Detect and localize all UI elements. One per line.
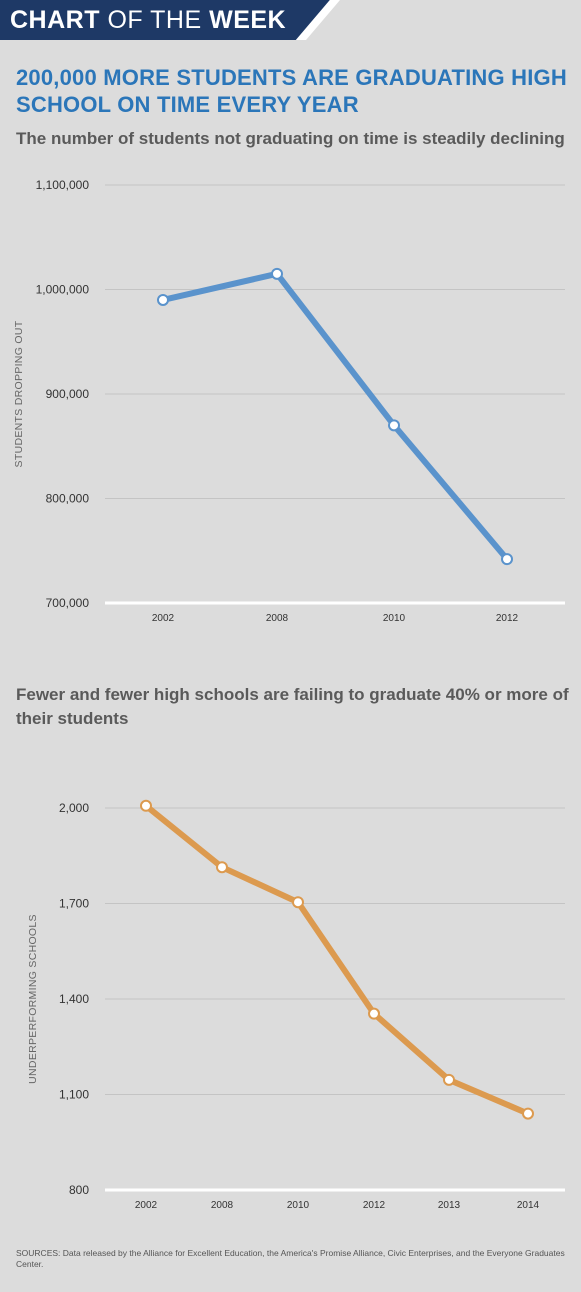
dropouts-line-chart: 700,000 800,000 900,000 1,000,000 1,100,000 S… [13, 178, 565, 624]
banner-word-of-the: OF THE [100, 6, 210, 34]
data-point [140, 799, 152, 812]
y-tick-label: 1,000,000 [36, 283, 90, 297]
x-tick-label: 2013 [438, 1200, 461, 1211]
data-point [216, 861, 228, 874]
x-tick-label: 2012 [496, 613, 519, 624]
data-point [157, 293, 169, 306]
banner-background [0, 0, 336, 40]
headline: 200,000 MORE STUDENTS ARE GRADUATING HIG… [16, 65, 567, 117]
y-axis-label: STUDENTS DROPPING OUT [13, 320, 25, 467]
banner-word-chart: CHART [10, 6, 100, 34]
data-point [443, 1073, 455, 1086]
chart1-title: The number of students not graduating on… [16, 129, 565, 148]
series-line [143, 802, 531, 1117]
x-tick-label: 2008 [211, 1200, 234, 1211]
data-point [368, 1007, 380, 1020]
x-tick-label: 2010 [287, 1200, 310, 1211]
x-tick-label: 2010 [383, 613, 406, 624]
y-tick-label: 800,000 [46, 492, 90, 506]
data-point [501, 553, 513, 566]
y-tick-label: 700,000 [46, 596, 90, 610]
x-tick-label: 2002 [135, 1200, 158, 1211]
sources-note: SOURCES: Data released by the Alliance f… [16, 1248, 565, 1269]
y-axis-label: UNDERPERFORMING SCHOOLS [27, 914, 39, 1084]
series-line [160, 270, 510, 563]
x-tick-label: 2014 [517, 1200, 540, 1211]
y-tick-label: 1,100,000 [36, 178, 90, 192]
data-point [292, 896, 304, 909]
chart2-title: Fewer and fewer high schools are failing… [16, 685, 569, 728]
x-tick-label: 2008 [266, 613, 289, 624]
x-tick-label: 2002 [152, 613, 175, 624]
y-tick-label: 1,400 [59, 992, 89, 1006]
banner-title: CHART OF THE WEEK [10, 6, 286, 35]
banner-word-week: WEEK [209, 6, 287, 34]
data-point [522, 1107, 534, 1120]
y-tick-label: 1,100 [59, 1088, 89, 1102]
data-point [271, 267, 283, 280]
x-tick-label: 2012 [363, 1200, 386, 1211]
y-tick-label: 800 [69, 1183, 89, 1197]
y-tick-label: 900,000 [46, 387, 90, 401]
y-tick-label: 1,700 [59, 897, 89, 911]
y-tick-label: 2,000 [59, 801, 89, 815]
underperforming-schools-line-chart: 800 1,100 1,400 1,700 2,000 UNDERPERFORMING S… [27, 799, 565, 1211]
data-point [388, 419, 400, 432]
